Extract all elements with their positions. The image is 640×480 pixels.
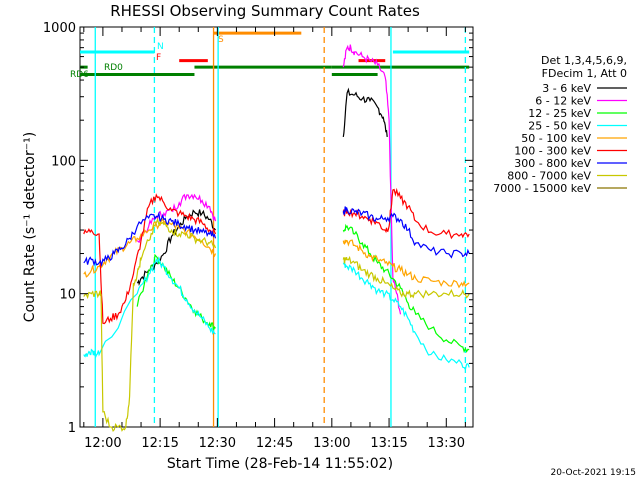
legend: Det 1,3,4,5,6,9,FDecim 1, Att 0 3 - 6 keV… <box>493 54 627 195</box>
series-line <box>83 218 217 278</box>
x-tick-label: 12:45 <box>256 436 293 451</box>
x-axis-label: Start Time (28-Feb-14 11:55:02) <box>167 456 393 472</box>
series-lines <box>83 44 470 433</box>
x-axis: 12:00 12:15 12:30 12:45 13:00 13:15 13:30 <box>83 27 466 451</box>
series-line <box>83 211 217 268</box>
legend-header: Det 1,3,4,5,6,9, <box>541 54 627 67</box>
status-label-s: S <box>218 35 224 45</box>
legend-entry-label: 300 - 800 keV <box>514 157 591 170</box>
series-line <box>136 193 217 244</box>
legend-entry-label: 3 - 6 keV <box>542 82 591 95</box>
legend-entry-label: 100 - 300 keV <box>514 145 591 158</box>
status-bars: NF S RD0 RD6 <box>70 31 470 80</box>
series-line <box>342 261 470 371</box>
x-tick-label: 13:15 <box>370 436 407 451</box>
legend-entry-label: 7000 - 15000 keV <box>493 182 591 195</box>
series-line <box>342 255 470 299</box>
x-tick-label: 12:00 <box>84 436 121 451</box>
series-line <box>342 187 470 240</box>
y-tick-label: 1000 <box>43 21 76 36</box>
status-label-f: F <box>156 53 161 63</box>
legend-entry-label: 6 - 12 keV <box>535 95 591 108</box>
series-line <box>83 256 216 359</box>
legend-header: FDecim 1, Att 0 <box>542 67 627 80</box>
x-tick-label: 13:00 <box>313 436 350 451</box>
series-line <box>83 217 217 433</box>
x-tick-label: 12:15 <box>141 436 178 451</box>
y-tick-label: 100 <box>51 154 76 169</box>
x-tick-label: 12:30 <box>199 436 236 451</box>
x-tick-label: 13:30 <box>428 436 465 451</box>
footer-date: 20-Oct-2021 19:15 <box>551 468 636 478</box>
series-line <box>342 206 470 259</box>
y-tick-label: 1 <box>68 421 76 436</box>
plot-frame <box>79 26 474 428</box>
event-vertical-lines <box>94 27 467 427</box>
y-tick-label: 10 <box>59 288 76 303</box>
series-line <box>342 223 470 353</box>
y-axis-label: Count Rate (s⁻¹ detector⁻¹) <box>22 132 38 322</box>
y-axis: 1 10 100 1000 <box>43 21 473 436</box>
series-line <box>136 209 216 286</box>
legend-entry-label: 25 - 50 keV <box>528 120 591 133</box>
status-label-n: N <box>157 42 164 52</box>
series-line <box>342 87 388 137</box>
status-label-rd6: RD6 <box>70 70 89 80</box>
series-line <box>342 44 402 315</box>
legend-entry-label: 800 - 7000 keV <box>507 170 591 183</box>
legend-entry-label: 50 - 100 keV <box>521 132 591 145</box>
legend-entry-label: 12 - 25 keV <box>528 107 591 120</box>
chart-title: RHESSI Observing Summary Count Rates <box>110 2 420 20</box>
series-line <box>83 193 217 325</box>
status-label-rd0: RD0 <box>104 63 123 73</box>
series-line <box>342 239 470 289</box>
